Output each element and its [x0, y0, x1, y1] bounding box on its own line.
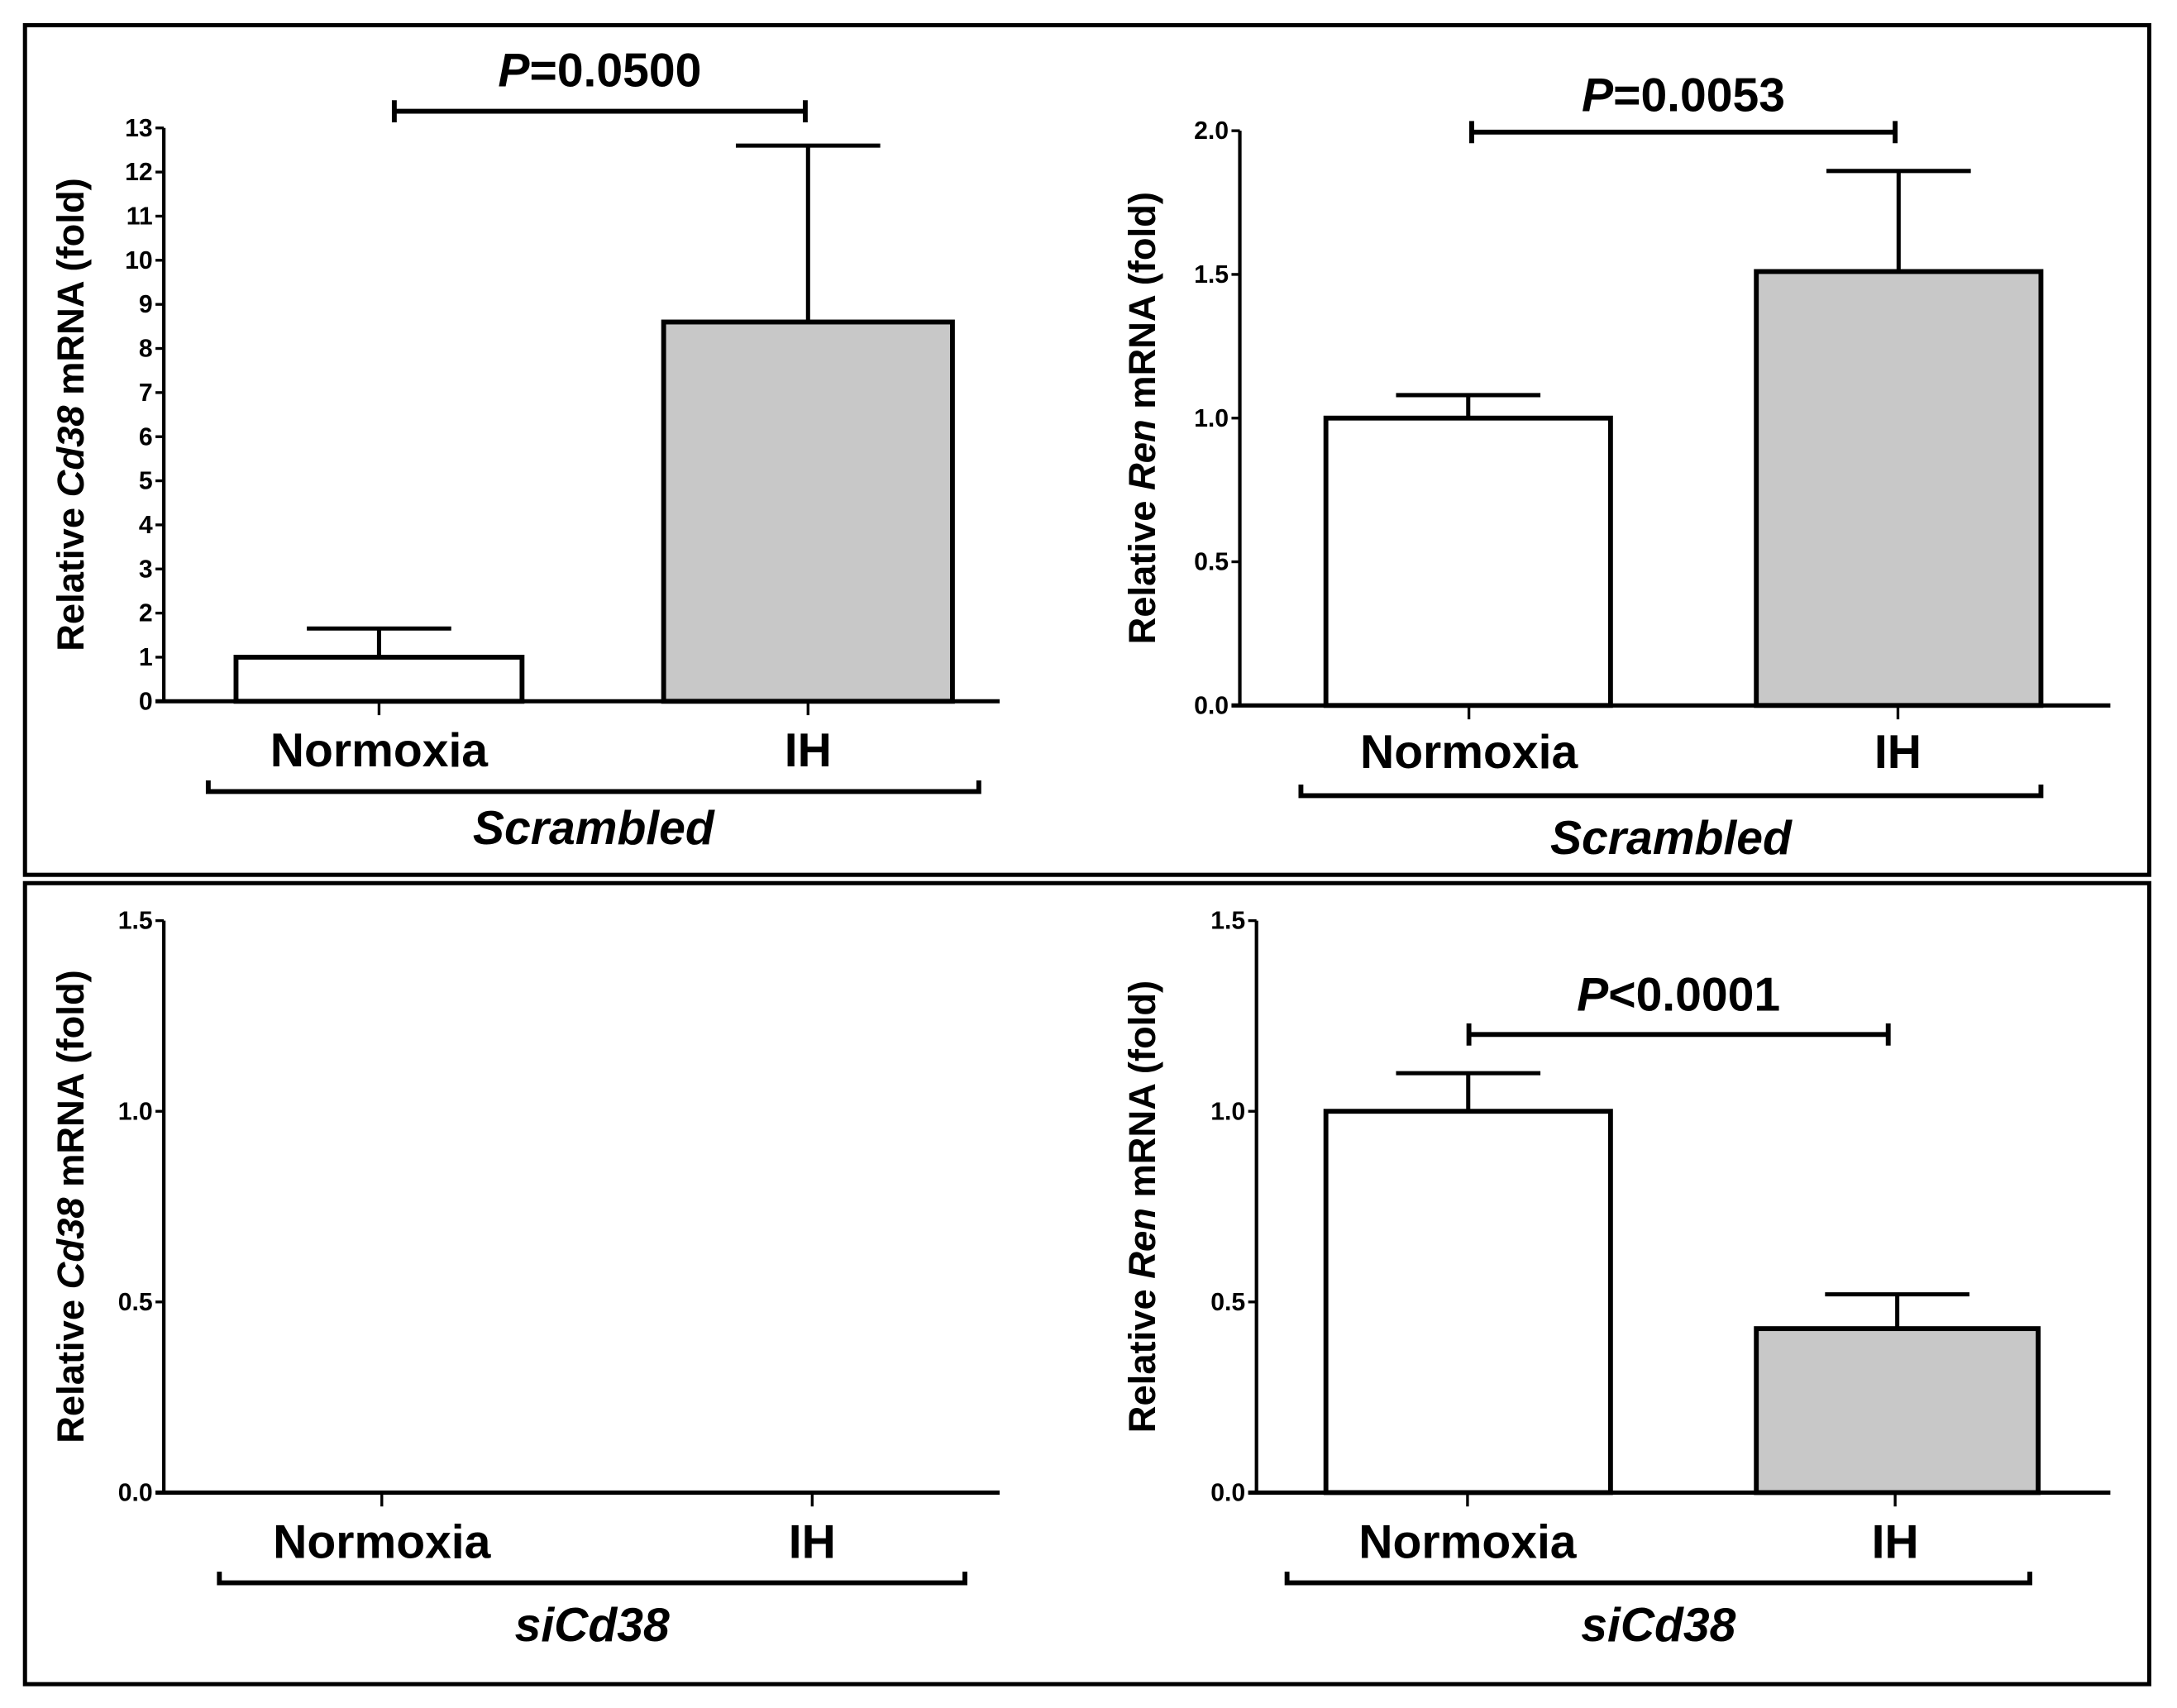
y-tick-label: 0 — [139, 688, 153, 715]
significance-bracket — [1466, 1023, 1891, 1046]
y-tick-label: 1 — [139, 644, 153, 671]
group-bracket — [217, 1572, 967, 1586]
group-label: siCd38 — [1581, 1599, 1735, 1652]
y-tick-label: 2.0 — [1194, 117, 1229, 145]
y-tick-label: 0.5 — [1194, 549, 1229, 576]
significance-bracket — [391, 100, 808, 123]
x-tick-label: IH — [789, 1515, 836, 1568]
p-value-label: P=0.0500 — [498, 44, 701, 97]
y-tick-label: 7 — [139, 379, 153, 407]
y-tick-label: 1.5 — [118, 908, 153, 935]
group-label: Scrambled — [1550, 812, 1793, 865]
y-tick-label: 1.5 — [1194, 261, 1229, 289]
y-tick-label: 0.0 — [1194, 692, 1229, 719]
bar-ih — [1754, 269, 2044, 708]
y-tick-label: 10 — [125, 247, 153, 274]
bar-ih — [1754, 1326, 2041, 1496]
y-tick-label: 1.0 — [1210, 1098, 1245, 1125]
y-tick-label: 1.0 — [118, 1098, 153, 1125]
bar-normoxia — [1323, 415, 1613, 708]
y-tick-label: 8 — [139, 336, 153, 363]
y-tick-label: 12 — [125, 159, 153, 186]
x-tick-label: Normoxia — [270, 724, 489, 777]
y-axis-label: Relative Ren mRNA (fold) — [1121, 980, 1163, 1433]
x-tick-label: IH — [1872, 1515, 1919, 1568]
y-tick-label: 0.0 — [118, 1480, 153, 1507]
group-label: siCd38 — [515, 1599, 670, 1652]
bar-normoxia — [233, 655, 525, 704]
panel-3: 0.0 0.5 1.0 1.5 Normoxia IH Relative Cd38 mRNA… — [50, 908, 1000, 1652]
x-tick-label: IH — [1874, 726, 1922, 779]
y-tick-label: 4 — [139, 512, 153, 539]
x-tick-label: IH — [785, 724, 832, 777]
y-tick-label: 3 — [139, 556, 153, 583]
significance-bracket — [1469, 121, 1898, 144]
top-frame — [22, 22, 2151, 877]
y-tick-label: 1.5 — [1210, 908, 1245, 935]
group-bracket — [205, 780, 981, 794]
y-tick-label: 11 — [127, 203, 153, 231]
p-value-label: P<0.0001 — [1577, 969, 1780, 1022]
group-bracket — [1298, 785, 2044, 799]
y-axis-label: Relative Cd38 mRNA (fold) — [50, 970, 92, 1443]
x-tick-label: Normoxia — [1358, 1515, 1578, 1568]
bar-ih — [661, 319, 955, 704]
panel-4: 0.0 0.5 1.0 1.5 Normoxia IH Relative Ren mRNA … — [1121, 908, 2111, 1652]
panel-2: 0.0 0.5 1.0 1.5 2.0 Normoxia IH Relative Ren mR… — [1121, 69, 2111, 865]
x-tick-label: Normoxia — [273, 1515, 492, 1568]
y-tick-label: 1.0 — [1194, 405, 1229, 432]
y-axis-label: Relative Ren mRNA (fold) — [1121, 192, 1163, 644]
y-tick-label: 2 — [139, 600, 153, 627]
y-tick-label: 0.5 — [1210, 1289, 1245, 1316]
y-axis-label: Relative Cd38 mRNA (fold) — [50, 178, 92, 651]
x-tick-label: Normoxia — [1360, 726, 1579, 779]
group-label: Scrambled — [473, 802, 715, 855]
bar-normoxia — [1323, 1109, 1613, 1496]
y-tick-label: 6 — [139, 423, 153, 451]
y-tick-label: 0.0 — [1210, 1480, 1245, 1507]
y-tick-label: 9 — [139, 291, 153, 318]
y-tick-label: 13 — [125, 115, 153, 142]
y-tick-label: 5 — [139, 468, 153, 495]
p-value-label: P=0.0053 — [1582, 69, 1785, 122]
bottom-frame — [22, 880, 2151, 1687]
y-tick-label: 0.5 — [118, 1289, 153, 1316]
group-bracket — [1284, 1572, 2032, 1586]
